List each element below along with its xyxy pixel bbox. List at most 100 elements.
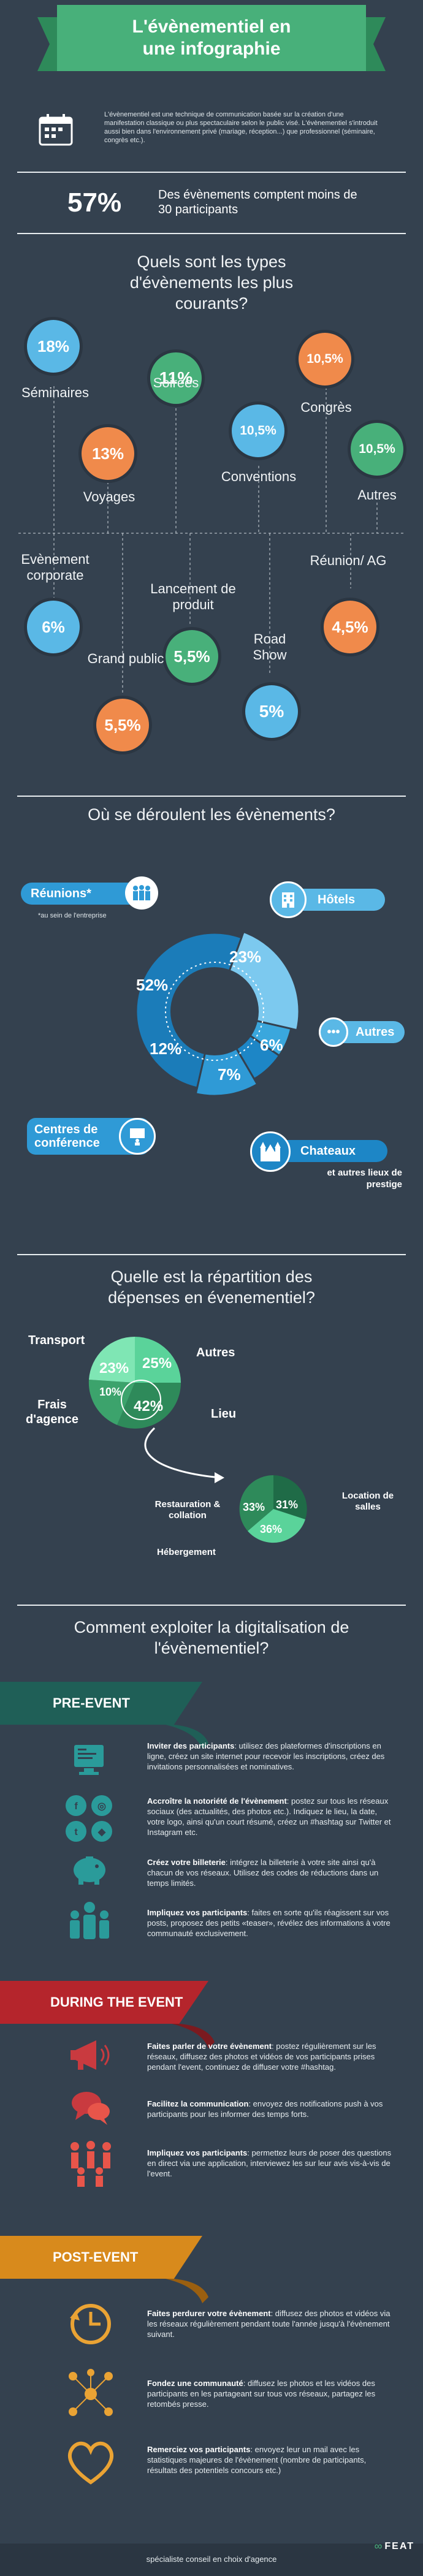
- label-autres: Autres: [357, 487, 397, 503]
- band-during-tail: [172, 2024, 215, 2048]
- venues-title: Où se déroulent les évènements?: [88, 805, 335, 824]
- divider: [17, 1254, 406, 1255]
- megaphone-icon: [67, 2035, 114, 2075]
- label-frais: Frais d'agence: [26, 1398, 78, 1426]
- digital-item-1: Accroître la notoriété de l'évènement: p…: [147, 1796, 391, 1837]
- crowd-icon: [64, 1898, 115, 1949]
- feat-logo: ∞ FEAT: [375, 2540, 414, 2553]
- bubble-soirees: 11%: [150, 352, 202, 404]
- connector-arrow: [144, 1427, 224, 1483]
- label-grand-public: Grand public: [87, 651, 164, 666]
- footer-brand: FEAT: [384, 2540, 414, 2551]
- stat-value: 57%: [67, 188, 122, 218]
- bubble-reunion-ag: 4,5%: [324, 601, 376, 653]
- label-road-show: Road Show: [253, 631, 287, 663]
- digital-title: Comment exploiter la digitalisation de l…: [74, 1618, 349, 1657]
- bubble-corporate: 6%: [27, 601, 80, 653]
- slice-label-centres: 12%: [150, 1039, 182, 1058]
- spending-pie: [88, 1336, 181, 1429]
- lieu-v-resto: 33%: [243, 1501, 265, 1513]
- people-icon: [125, 876, 158, 910]
- clock-icon: [66, 2300, 115, 2349]
- title-line2: une infographie: [142, 39, 281, 59]
- footer-tagline: spécialiste conseil en choix d'agence: [146, 2555, 277, 2564]
- reunions-note: *au sein de l'entreprise: [38, 912, 107, 919]
- band-pre-tail: [166, 1725, 208, 1749]
- pill-autres: Autres •••: [319, 1017, 405, 1047]
- bubble-voyages: 13%: [82, 427, 134, 480]
- label-transport: Transport: [28, 1334, 85, 1347]
- pill-hotels: Hôtels: [270, 881, 385, 918]
- label-location: Location de salles: [341, 1491, 394, 1512]
- slice-label-chateaux: 7%: [218, 1065, 241, 1084]
- pill-reunions: Réunions*: [21, 876, 158, 910]
- social-icons: f ◎ t ◆: [64, 1793, 115, 1845]
- calendar-icon: [38, 113, 74, 147]
- digital-item-3: Impliquez vos participants: faites en so…: [147, 1908, 391, 1938]
- audience-icon: [61, 2138, 120, 2189]
- lieu-v-loc: 31%: [276, 1499, 299, 1511]
- heart-icon: [64, 2438, 118, 2487]
- pie-v-lieu: 42%: [134, 1398, 164, 1415]
- label-seminaires: Séminaires: [21, 385, 90, 400]
- conference-icon: [119, 1118, 156, 1155]
- label-soirees: Soirées: [153, 375, 199, 390]
- svg-text:◎: ◎: [97, 1801, 106, 1812]
- digital-item-8: Fondez une communauté: diffusez les phot…: [147, 2379, 376, 2409]
- svg-text:◆: ◆: [97, 1827, 106, 1837]
- pie-v-frais: 10%: [99, 1386, 122, 1398]
- digital-item-2: Créez votre billeterie: intégrez la bill…: [147, 1858, 379, 1888]
- community-icon: [64, 2367, 118, 2421]
- band-post-tail: [166, 2279, 208, 2303]
- label-autres-spend: Autres: [196, 1346, 235, 1359]
- chateaux-sub: et autres lieux de prestige: [327, 1168, 402, 1190]
- divider: [17, 796, 406, 797]
- label-congres: Congrès: [300, 400, 352, 415]
- label-hebergement: Hébergement: [157, 1547, 216, 1557]
- intro-text: L'évènementiel est une technique de comm…: [104, 111, 378, 144]
- slice-label-autres: 6%: [260, 1036, 283, 1054]
- bubble-conventions: 10,5%: [232, 405, 284, 457]
- stat-text: Des évènements comptent moins de 30 part…: [158, 188, 357, 216]
- band-pre-event: PRE-EVENT: [0, 1682, 202, 1725]
- types-title: Quels sont les types d'évènements les pl…: [129, 253, 294, 313]
- pill-centres: Centres de conférence: [27, 1118, 156, 1155]
- lieu-pie: [239, 1475, 307, 1543]
- digital-item-9: Remerciez vos participants: envoyez leur…: [147, 2445, 367, 2475]
- svg-text:f: f: [74, 1801, 78, 1812]
- slice-label-hotels: 23%: [229, 948, 262, 966]
- divider: [17, 1605, 406, 1606]
- title-line1: L'évènementiel en: [132, 17, 291, 37]
- bubble-road-show: 5%: [245, 685, 298, 738]
- divider: [17, 172, 406, 173]
- digital-item-5: Facilitez la communication: envoyez des …: [147, 2099, 383, 2119]
- lieu-v-heb: 36%: [260, 1523, 283, 1535]
- band-during-event: DURING THE EVENT: [0, 1981, 208, 2024]
- pie-v-autres: 25%: [142, 1355, 172, 1372]
- chat-icon: [67, 2086, 114, 2129]
- label-lancement: Lancement de produit: [150, 581, 236, 612]
- label-restauration: Restauration & collation: [154, 1499, 221, 1521]
- divider: [17, 233, 406, 234]
- castle-icon: [250, 1131, 291, 1172]
- svg-text:t: t: [74, 1827, 78, 1837]
- digital-item-4: Faites parler de votre évènement: postez…: [147, 2042, 376, 2072]
- registration-icon: [67, 1738, 110, 1781]
- digital-item-6: Impliquez vos participants: permettez le…: [147, 2148, 392, 2178]
- title-ribbon: L'évènementiel en une infographie: [37, 5, 386, 71]
- footer: spécialiste conseil en choix d'agence ∞ …: [0, 2540, 423, 2576]
- bubble-grand-public: 5,5%: [96, 699, 149, 751]
- label-voyages: Voyages: [83, 489, 135, 504]
- label-corporate: Evènement corporate: [21, 552, 90, 583]
- infinity-icon: ∞: [374, 2540, 383, 2552]
- hotel-icon: [270, 881, 307, 918]
- spending-title: Quelle est la répartition des dépenses e…: [108, 1267, 315, 1307]
- bubble-congres: 10,5%: [299, 333, 351, 386]
- types-connectors: [18, 368, 405, 693]
- label-lieu: Lieu: [211, 1407, 237, 1421]
- label-conventions: Conventions: [221, 469, 297, 484]
- slice-label-reunions: 52%: [136, 976, 169, 994]
- digital-item-7: Faites perdurer votre évènement: diffuse…: [147, 2309, 391, 2339]
- bubble-seminaires: 18%: [27, 320, 80, 373]
- piggy-bank-icon: [69, 1851, 112, 1888]
